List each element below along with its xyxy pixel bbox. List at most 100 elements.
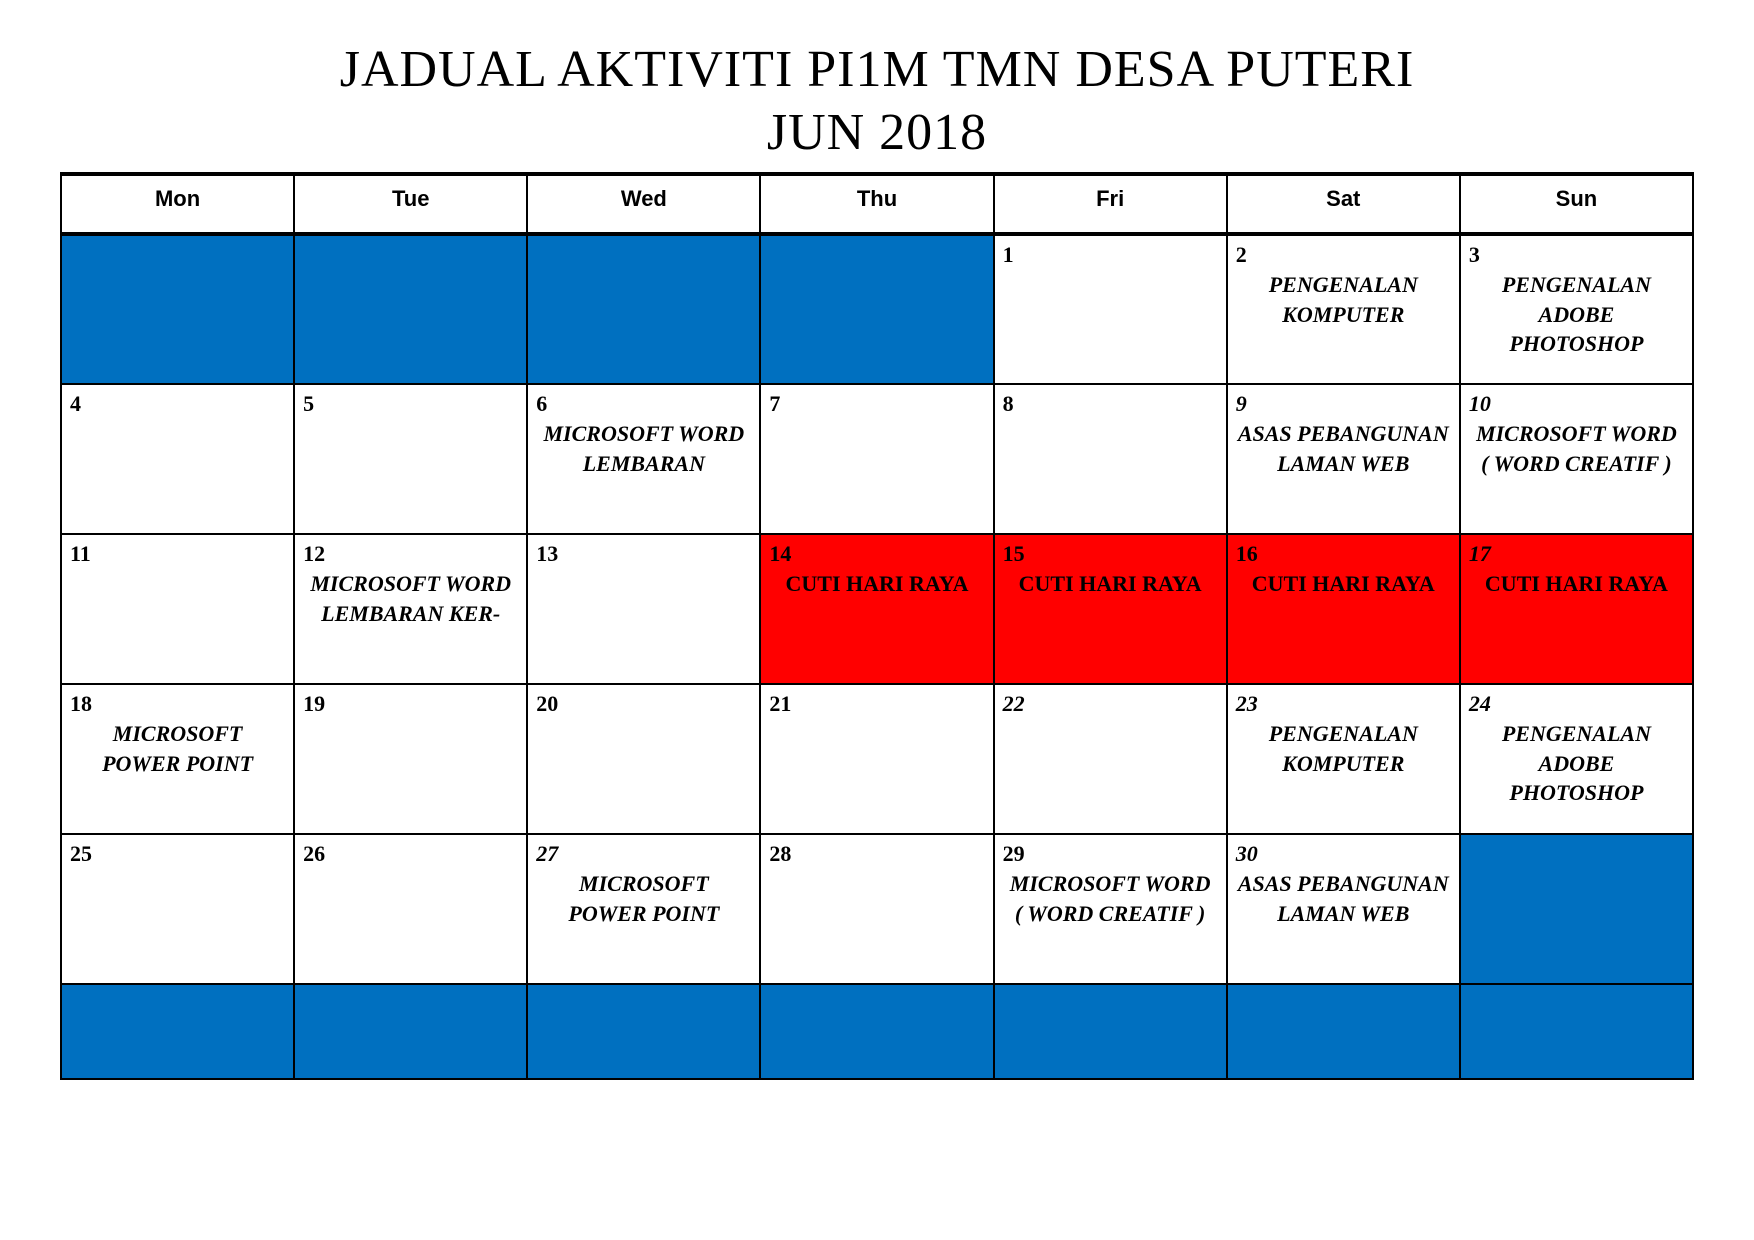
activity-label: ASAS PEBANGUNAN LAMAN WEB	[1236, 419, 1451, 478]
week-row: 18MICROSOFT POWER POINT1920212223PENGENA…	[61, 684, 1693, 834]
page-subtitle: JUN 2018	[60, 103, 1694, 162]
activity-label: CUTI HARI RAYA	[769, 569, 984, 599]
day-number: 9	[1236, 391, 1451, 417]
activity-label: CUTI HARI RAYA	[1003, 569, 1218, 599]
footer-cell	[760, 984, 993, 1079]
day-number: 29	[1003, 841, 1218, 867]
calendar-cell: 26	[294, 834, 527, 984]
day-number: 27	[536, 841, 751, 867]
calendar-cell: 25	[61, 834, 294, 984]
calendar-table: Mon Tue Wed Thu Fri Sat Sun 12PENGENALAN…	[60, 172, 1694, 1080]
day-number: 14	[769, 541, 984, 567]
calendar-cell: 17CUTI HARI RAYA	[1460, 534, 1693, 684]
calendar-cell: 11	[61, 534, 294, 684]
day-number: 23	[1236, 691, 1451, 717]
day-number: 22	[1003, 691, 1218, 717]
calendar-cell: 15CUTI HARI RAYA	[994, 534, 1227, 684]
calendar-cell: 23PENGENALAN KOMPUTER	[1227, 684, 1460, 834]
day-number: 8	[1003, 391, 1218, 417]
activity-label: MICROSOFT WORD LEMBARAN	[536, 419, 751, 478]
footer-cell	[61, 984, 294, 1079]
calendar-cell: 1	[994, 234, 1227, 384]
day-number: 19	[303, 691, 518, 717]
calendar-cell: 9ASAS PEBANGUNAN LAMAN WEB	[1227, 384, 1460, 534]
day-number: 2	[1236, 242, 1451, 268]
calendar-cell: 7	[760, 384, 993, 534]
day-number: 21	[769, 691, 984, 717]
day-number: 30	[1236, 841, 1451, 867]
calendar-cell: 28	[760, 834, 993, 984]
calendar-cell	[1460, 834, 1693, 984]
day-number: 26	[303, 841, 518, 867]
day-number: 20	[536, 691, 751, 717]
calendar-cell: 21	[760, 684, 993, 834]
activity-label: PENGENALAN ADOBE PHOTOSHOP	[1469, 270, 1684, 359]
activity-label: PENGENALAN ADOBE PHOTOSHOP	[1469, 719, 1684, 808]
activity-label: MICROSOFT WORD ( WORD CREATIF )	[1003, 869, 1218, 928]
calendar-cell: 24PENGENALAN ADOBE PHOTOSHOP	[1460, 684, 1693, 834]
footer-cell	[294, 984, 527, 1079]
day-number: 13	[536, 541, 751, 567]
day-number: 18	[70, 691, 285, 717]
activity-label: MICROSOFT POWER POINT	[70, 719, 285, 778]
activity-label: ASAS PEBANGUNAN LAMAN WEB	[1236, 869, 1451, 928]
calendar-cell: 13	[527, 534, 760, 684]
activity-label: CUTI HARI RAYA	[1236, 569, 1451, 599]
activity-label: PENGENALAN KOMPUTER	[1236, 719, 1451, 778]
day-number: 15	[1003, 541, 1218, 567]
footer-row	[61, 984, 1693, 1079]
calendar-cell: 8	[994, 384, 1227, 534]
day-number: 10	[1469, 391, 1684, 417]
calendar-cell: 3PENGENALAN ADOBE PHOTOSHOP	[1460, 234, 1693, 384]
day-number: 1	[1003, 242, 1218, 268]
header-row: Mon Tue Wed Thu Fri Sat Sun	[61, 174, 1693, 234]
week-row: 12PENGENALAN KOMPUTER3PENGENALAN ADOBE P…	[61, 234, 1693, 384]
calendar-cell: 29MICROSOFT WORD ( WORD CREATIF )	[994, 834, 1227, 984]
footer-cell	[527, 984, 760, 1079]
activity-label: PENGENALAN KOMPUTER	[1236, 270, 1451, 329]
calendar-cell: 10MICROSOFT WORD ( WORD CREATIF )	[1460, 384, 1693, 534]
calendar-cell: 27MICROSOFT POWER POINT	[527, 834, 760, 984]
header-wed: Wed	[527, 174, 760, 234]
day-number: 6	[536, 391, 751, 417]
day-number: 3	[1469, 242, 1684, 268]
day-number: 4	[70, 391, 285, 417]
week-row: 456MICROSOFT WORD LEMBARAN789ASAS PEBANG…	[61, 384, 1693, 534]
header-sun: Sun	[1460, 174, 1693, 234]
activity-label: MICROSOFT WORD ( WORD CREATIF )	[1469, 419, 1684, 478]
calendar-cell: 16CUTI HARI RAYA	[1227, 534, 1460, 684]
footer-cell	[1227, 984, 1460, 1079]
calendar-cell: 18MICROSOFT POWER POINT	[61, 684, 294, 834]
day-number: 17	[1469, 541, 1684, 567]
day-number: 7	[769, 391, 984, 417]
header-fri: Fri	[994, 174, 1227, 234]
activity-label: MICROSOFT POWER POINT	[536, 869, 751, 928]
calendar-cell: 6MICROSOFT WORD LEMBARAN	[527, 384, 760, 534]
header-tue: Tue	[294, 174, 527, 234]
calendar-cell: 20	[527, 684, 760, 834]
day-number: 11	[70, 541, 285, 567]
calendar-cell: 5	[294, 384, 527, 534]
activity-label: CUTI HARI RAYA	[1469, 569, 1684, 599]
calendar-cell: 4	[61, 384, 294, 534]
day-number: 25	[70, 841, 285, 867]
week-row: 252627MICROSOFT POWER POINT2829MICROSOFT…	[61, 834, 1693, 984]
calendar-cell	[527, 234, 760, 384]
calendar-cell: 12MICROSOFT WORD LEMBARAN KER-	[294, 534, 527, 684]
calendar-cell: 30ASAS PEBANGUNAN LAMAN WEB	[1227, 834, 1460, 984]
header-sat: Sat	[1227, 174, 1460, 234]
header-mon: Mon	[61, 174, 294, 234]
calendar-cell: 22	[994, 684, 1227, 834]
calendar-body: 12PENGENALAN KOMPUTER3PENGENALAN ADOBE P…	[61, 234, 1693, 1079]
calendar-cell: 14CUTI HARI RAYA	[760, 534, 993, 684]
footer-cell	[1460, 984, 1693, 1079]
day-number: 12	[303, 541, 518, 567]
header-thu: Thu	[760, 174, 993, 234]
activity-label: MICROSOFT WORD LEMBARAN KER-	[303, 569, 518, 628]
calendar-cell	[760, 234, 993, 384]
day-number: 24	[1469, 691, 1684, 717]
footer-cell	[994, 984, 1227, 1079]
calendar-cell	[294, 234, 527, 384]
calendar-cell	[61, 234, 294, 384]
day-number: 28	[769, 841, 984, 867]
